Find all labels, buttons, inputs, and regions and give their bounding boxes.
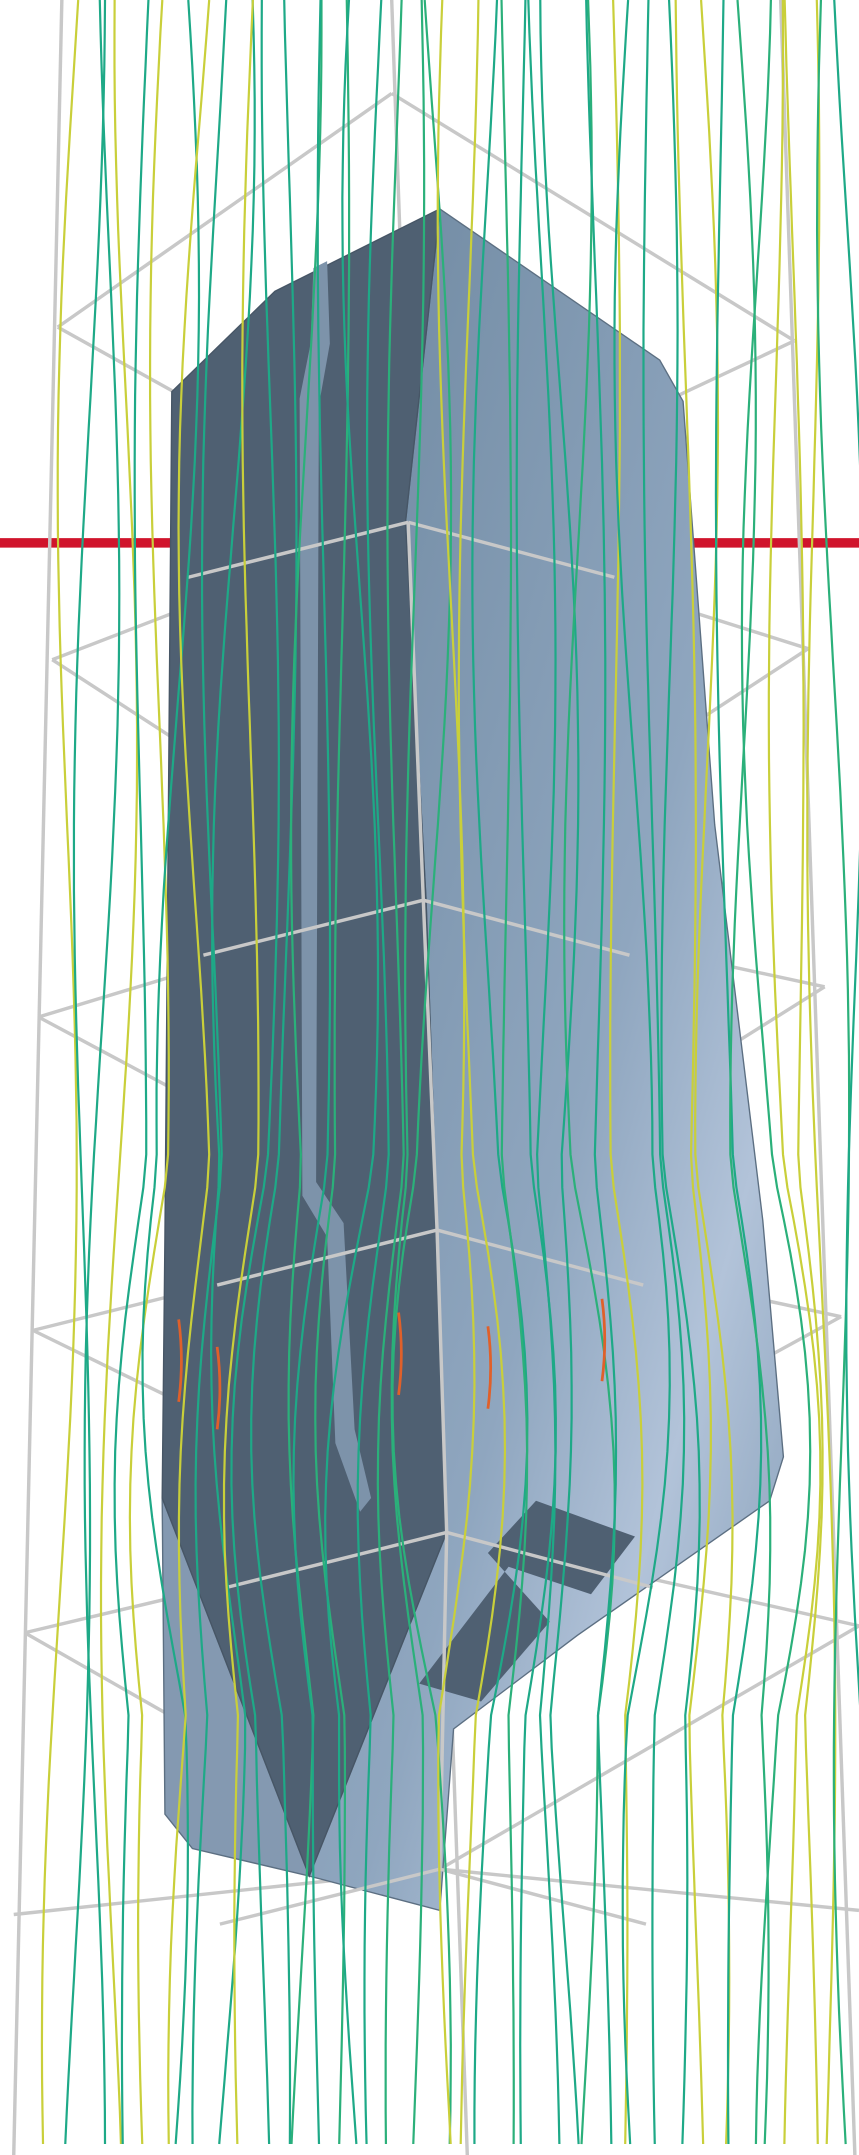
streamline — [230, 0, 280, 2145]
wire-line — [422, 898, 630, 957]
streamline — [167, 0, 211, 2145]
streamline — [833, 0, 859, 1706]
streamline — [287, 0, 323, 2145]
streamline — [563, 0, 616, 2145]
streamline — [128, 0, 170, 2145]
streamline — [642, 0, 686, 2145]
wire-line — [438, 1532, 449, 1870]
wire-line — [202, 898, 424, 957]
streamline — [222, 0, 260, 2145]
streamline — [436, 0, 476, 2145]
streamline — [40, 0, 80, 2145]
streamline — [815, 0, 851, 2145]
streamline — [391, 0, 453, 2145]
groove — [299, 261, 372, 1512]
streamline-hot — [397, 1312, 403, 1396]
streamline — [390, 0, 426, 2145]
streamline — [250, 0, 298, 2145]
slot — [419, 1500, 635, 1702]
wire-line — [439, 1867, 859, 1913]
streamline — [376, 0, 405, 2145]
wire-line — [219, 1867, 441, 1926]
streamline — [64, 0, 107, 2145]
streamline — [210, 0, 256, 2145]
wireframe-front — [187, 520, 654, 1926]
streamline — [500, 0, 529, 2145]
streamline-hot — [486, 1326, 493, 1409]
streamline — [191, 0, 228, 2145]
streamline — [515, 0, 557, 2145]
streamline — [609, 0, 644, 2145]
streamline — [83, 0, 121, 2145]
streamline — [292, 0, 332, 2145]
streamline — [356, 0, 390, 2145]
streamline — [585, 0, 618, 2145]
wire-line — [421, 900, 439, 1231]
streamline — [471, 0, 529, 2145]
streamline — [527, 0, 561, 2145]
wire-line — [435, 1229, 449, 1533]
streamline — [457, 0, 507, 2145]
streamline — [99, 0, 139, 2145]
wire-line — [56, 92, 393, 329]
streamline-hot — [177, 1319, 183, 1403]
streamline — [660, 0, 701, 2145]
streamline — [141, 0, 201, 2145]
streamline-hot — [600, 1298, 607, 1382]
wire-line — [226, 1530, 448, 1590]
wire-line — [778, 0, 857, 2155]
wire-line — [439, 1867, 647, 1926]
streamline — [674, 0, 712, 2145]
streamline — [740, 0, 812, 2145]
wire-line — [406, 522, 426, 901]
streamline — [767, 0, 822, 2145]
wire-line — [446, 1530, 654, 1590]
wire-line — [12, 0, 64, 2155]
streamline-hot — [215, 1346, 222, 1430]
streamline — [783, 0, 824, 2145]
streamline — [324, 0, 380, 2145]
wire-line — [436, 1228, 644, 1287]
streamline — [729, 0, 772, 2145]
streamline — [314, 0, 351, 2145]
streamline — [113, 0, 150, 2145]
streamline — [613, 0, 671, 2145]
streamline — [806, 0, 837, 2145]
streamlines — [40, 0, 859, 2145]
